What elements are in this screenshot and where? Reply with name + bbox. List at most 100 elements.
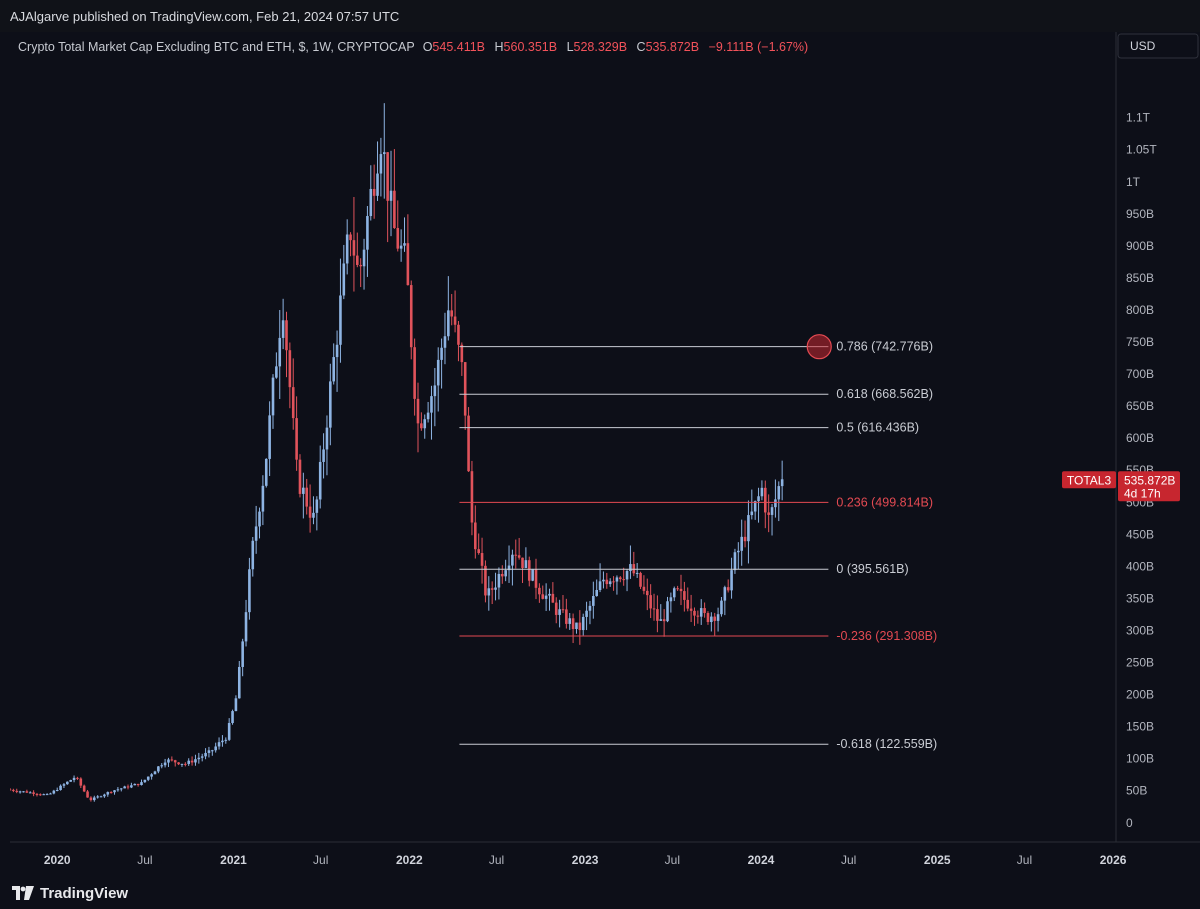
candle-body [211, 750, 214, 752]
candle-body [568, 618, 572, 624]
candle-body [679, 588, 683, 592]
candle-body [470, 471, 474, 523]
candle-body [45, 794, 49, 796]
candle-body [76, 777, 79, 779]
candle-body [55, 790, 59, 792]
candle-body [440, 347, 443, 360]
candle-body [521, 557, 524, 568]
candle-body [288, 350, 292, 388]
candle-body [635, 572, 639, 574]
candle-body [308, 506, 312, 518]
candle-body [113, 790, 116, 793]
candle-body [527, 560, 531, 581]
price-tick-label: 100B [1126, 752, 1154, 766]
candle-body [565, 609, 568, 624]
candle-body [514, 554, 518, 556]
candle-body [436, 359, 440, 386]
candle-body [376, 173, 379, 196]
candle-body [237, 666, 241, 699]
price-tick-label: 1.05T [1126, 143, 1157, 157]
candle-body [598, 581, 602, 591]
currency-selector[interactable]: USD [1117, 33, 1199, 59]
price-tick-label: 150B [1126, 720, 1154, 734]
candle-body [399, 245, 403, 249]
chart-svg[interactable]: 0.786 (742.776B) 0.618 (668.562B) 0.5 (616… [8, 32, 1200, 877]
candle-body [450, 310, 454, 317]
last-price-text: 535.872B [1124, 473, 1175, 487]
candle-body [615, 577, 619, 582]
candle-body [366, 216, 369, 250]
candle-body [318, 461, 322, 500]
candle-body [231, 711, 234, 724]
candle-body [763, 487, 767, 513]
candle-body [389, 190, 393, 201]
target-marker-group [806, 334, 832, 360]
candle-body [730, 570, 733, 591]
candle-body [460, 344, 464, 363]
candle-body [200, 756, 204, 758]
time-tick-label: 2021 [220, 853, 247, 867]
time-tick-label: Jul [665, 853, 680, 867]
chart-frame[interactable]: 0.786 (742.776B) 0.618 (668.562B) 0.5 (616… [8, 32, 1200, 877]
candle-body [194, 759, 197, 763]
price-tick-label: 800B [1126, 303, 1154, 317]
candle-body [699, 608, 703, 617]
candle-body [777, 486, 781, 500]
candle-body [531, 569, 534, 581]
candle-body [190, 760, 194, 763]
currency-label[interactable]: USD [1130, 39, 1156, 53]
time-tick-label: Jul [137, 853, 152, 867]
candle-body [467, 415, 470, 472]
candle-body [278, 337, 282, 367]
candle-body [487, 588, 491, 596]
candle-body [747, 515, 750, 542]
candle-body [312, 512, 315, 518]
candle-body [140, 782, 143, 786]
candle-body [656, 609, 659, 621]
candle-body [581, 616, 585, 631]
candle-body [504, 570, 507, 577]
target-marker-circle[interactable] [806, 334, 832, 360]
currency-box[interactable] [1117, 33, 1199, 59]
candle-body [335, 344, 339, 358]
candle-body [369, 188, 373, 217]
candle-body [126, 786, 130, 788]
candle-body [35, 793, 39, 795]
candle-body [683, 591, 686, 600]
price-tick-label: 400B [1126, 559, 1154, 573]
symbol-badge [1062, 471, 1116, 489]
footer-brand: TradingView [40, 884, 129, 902]
candle-body [612, 581, 615, 583]
candle-body [443, 336, 447, 348]
candle-body [281, 320, 285, 338]
candle-body [403, 243, 406, 246]
fib-label: 0.5 (616.436B) [836, 421, 919, 435]
candle-body [221, 740, 224, 743]
candle-body [430, 396, 433, 413]
candle-body [62, 784, 66, 786]
candle-body [49, 793, 52, 795]
candle-body [224, 739, 228, 741]
candle-body [89, 797, 93, 801]
candle-body [716, 614, 720, 621]
candle-body [187, 760, 191, 764]
price-tick-label: 950B [1126, 207, 1154, 221]
candle-body [642, 586, 646, 591]
candle-body [453, 316, 457, 325]
candle-body [676, 588, 679, 590]
candle-body [285, 320, 288, 351]
candle-body [723, 587, 727, 601]
candle-body [548, 593, 551, 596]
candle-body [106, 792, 110, 795]
candle-body [92, 797, 96, 801]
candle-body [329, 381, 332, 428]
ohlc-o-value: 545.411B [432, 40, 485, 54]
candle-body [538, 587, 541, 595]
candle-body [413, 347, 416, 399]
price-tick-label: 1.1T [1126, 111, 1151, 125]
candle-body [463, 362, 467, 416]
candle-body [578, 622, 582, 631]
candle-body [12, 789, 15, 791]
candle-body [362, 249, 366, 267]
candle-body [359, 264, 362, 267]
